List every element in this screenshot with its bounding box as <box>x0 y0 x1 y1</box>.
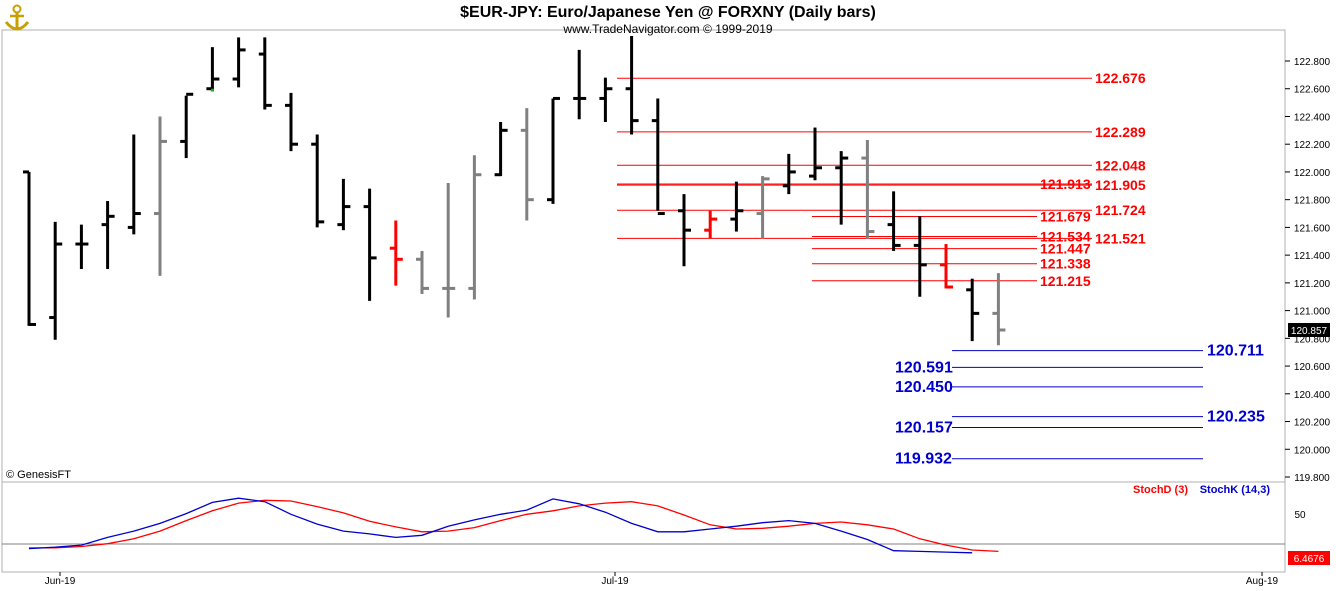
date-tick-label: Aug-19 <box>1246 576 1279 587</box>
price-tick-label: 119.800 <box>1294 473 1330 484</box>
ohlc-bar <box>992 273 1006 346</box>
price-tick-label: 120.600 <box>1294 362 1331 373</box>
level-label: 121.338 <box>1040 256 1091 272</box>
ohlc-bar <box>861 140 875 239</box>
price-axis: 122.800 122.600 122.400 122.200 122.000 121.8… <box>1285 57 1331 484</box>
ohlc-bar <box>206 47 220 92</box>
ohlc-bar <box>389 220 403 286</box>
stoch-panel-frame <box>1 481 1286 573</box>
chart-title: $EUR-JPY: Euro/Japanese Yen @ FORXNY (Da… <box>460 4 876 21</box>
price-bars <box>23 36 1006 346</box>
stochastic-lines <box>28 497 999 554</box>
ohlc-bar <box>651 98 665 216</box>
ohlc-bar <box>75 224 89 269</box>
ohlc-bar <box>232 37 246 88</box>
level-label: 120.450 <box>895 379 953 396</box>
ohlc-bar <box>101 201 115 269</box>
price-tick-label: 122.000 <box>1294 168 1331 179</box>
price-tick-label: 120.000 <box>1294 445 1331 456</box>
ohlc-bar <box>520 108 534 221</box>
ohlc-bar <box>756 176 770 239</box>
price-tick-label: 121.600 <box>1294 223 1331 234</box>
price-tick-label: 120.400 <box>1294 390 1331 401</box>
price-tick-label: 122.400 <box>1294 112 1331 123</box>
ohlc-bar <box>468 155 482 300</box>
level-label: 120.711 <box>1207 343 1264 360</box>
ohlc-bar <box>809 127 822 181</box>
ohlc-bar <box>966 278 980 342</box>
stoch-d-line <box>29 499 999 553</box>
price-tick-label: 120.800 <box>1294 334 1331 345</box>
price-tick-label: 122.800 <box>1294 57 1331 68</box>
ohlc-bar <box>730 181 744 232</box>
level-label: 121.447 <box>1040 241 1091 257</box>
price-tick-label: 122.600 <box>1294 85 1331 96</box>
chart-subtitle: www.TradeNavigator.com © 1999-2019 <box>562 22 772 36</box>
price-tick-label: 122.200 <box>1294 140 1331 151</box>
level-label: 121.521 <box>1095 230 1146 246</box>
date-axis: Jun-19 Jul-19 Aug-19 <box>45 572 1279 587</box>
ohlc-bar <box>311 134 325 228</box>
ohlc-bar <box>258 37 272 110</box>
last-price-badge <box>1288 323 1330 337</box>
ohlc-bar <box>599 77 613 123</box>
ohlc-bar <box>154 116 167 276</box>
ohlc-bar <box>782 153 796 195</box>
last-price-value: 120.857 <box>1291 326 1328 337</box>
stoch-k-line <box>28 497 973 554</box>
ohlc-bar <box>180 92 194 159</box>
level-label: 121.679 <box>1040 208 1091 224</box>
price-tick-label: 121.000 <box>1294 307 1331 318</box>
stoch-last-value: 6.4676 <box>1294 554 1325 565</box>
ohlc-bar <box>678 194 691 267</box>
ohlc-bar <box>573 49 587 120</box>
price-tick-label: 120.200 <box>1294 418 1331 429</box>
ohlc-bar <box>337 178 351 231</box>
level-label: 121.215 <box>1040 273 1091 289</box>
price-tick-label: 121.200 <box>1294 279 1331 290</box>
ohlc-bar <box>547 96 560 204</box>
level-label: 119.932 <box>895 451 952 468</box>
ohlc-bar <box>285 92 298 152</box>
date-tick-label: Jun-19 <box>45 576 76 587</box>
stoch-last-badge <box>1288 551 1330 565</box>
ohlc-bar <box>442 183 456 318</box>
ohlc-bar <box>625 36 639 135</box>
anchor-icon <box>4 4 30 31</box>
level-label: 120.157 <box>895 419 953 436</box>
level-label: 122.048 <box>1095 157 1146 173</box>
stoch-tick-50: 50 <box>1294 510 1306 521</box>
ohlc-bar <box>23 170 36 326</box>
stoch-k-legend: StochK (14,3) <box>1200 484 1271 496</box>
ohlc-bar <box>704 210 718 239</box>
level-label: 121.913 <box>1040 176 1091 192</box>
ohlc-bar <box>416 250 429 294</box>
ohlc-bar <box>940 244 953 289</box>
ohlc-bar <box>494 122 508 177</box>
price-tick-label: 121.400 <box>1294 251 1331 262</box>
copyright-label: © GenesisFT <box>6 469 71 481</box>
ohlc-bar <box>887 191 901 251</box>
ohlc-bar <box>49 221 63 340</box>
date-tick-label: Jul-19 <box>601 576 629 587</box>
stoch-d-legend: StochD (3) <box>1133 484 1188 496</box>
level-label: 121.905 <box>1095 177 1146 193</box>
level-label: 120.235 <box>1207 409 1265 426</box>
level-label: 122.676 <box>1095 70 1146 86</box>
level-label: 120.591 <box>895 359 953 376</box>
price-tick-label: 121.800 <box>1294 196 1331 207</box>
ohlc-bar <box>127 134 141 235</box>
ohlc-bar <box>913 216 927 297</box>
level-label: 121.724 <box>1095 202 1146 218</box>
level-label: 122.289 <box>1095 124 1146 140</box>
level-label: 121.534 <box>1040 229 1091 245</box>
ohlc-bar <box>835 151 849 225</box>
ohlc-bar <box>363 188 377 301</box>
